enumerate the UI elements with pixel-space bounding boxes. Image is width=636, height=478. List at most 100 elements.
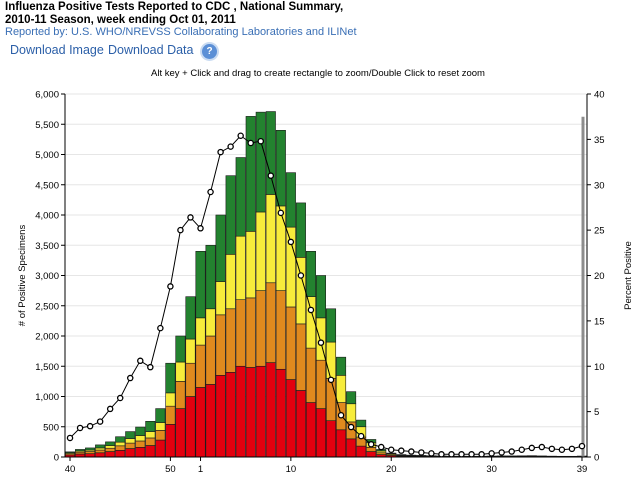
bar-segment	[85, 447, 96, 451]
y2-tick-label: 30	[594, 180, 605, 191]
x-tick-label: 10	[286, 464, 297, 475]
bar-segment	[356, 419, 367, 428]
y2-tick-label: 35	[594, 135, 605, 146]
bar-segment	[315, 408, 326, 458]
bar-segment	[275, 130, 286, 207]
percent-positive-point	[538, 443, 546, 451]
bar-segment	[75, 449, 86, 452]
bar-segment	[255, 290, 266, 367]
bar-segment	[235, 299, 246, 367]
bar-segment	[155, 430, 166, 441]
bar-segment	[215, 314, 226, 376]
bar-segment	[185, 362, 196, 397]
bar-segment	[245, 231, 256, 299]
percent-positive-point	[197, 225, 204, 232]
bar-segment	[95, 444, 106, 449]
download-data-link[interactable]: Download Data	[108, 43, 194, 57]
percent-positive-point	[408, 448, 415, 455]
bar-segment	[205, 335, 216, 385]
bar-segment	[346, 438, 357, 458]
bar-segment	[165, 424, 176, 458]
bar-segment	[305, 402, 316, 458]
bar-segment	[346, 403, 357, 423]
bar-segment	[336, 375, 347, 403]
bar-segment	[155, 439, 166, 458]
bar-segment	[315, 275, 326, 319]
bar-segment	[305, 251, 316, 297]
percent-positive-point	[257, 137, 264, 145]
bar-segment	[295, 202, 306, 258]
percent-positive-point	[468, 451, 475, 458]
y2-tick-label: 20	[594, 271, 605, 282]
x-tick-label: 39	[577, 464, 588, 475]
download-image-link[interactable]: Download Image	[10, 43, 104, 57]
bar-segment	[346, 391, 357, 405]
bar-segment	[185, 396, 196, 458]
percent-positive-point	[548, 445, 556, 453]
percent-positive-point	[418, 449, 425, 456]
bar-segment	[65, 451, 76, 454]
bar-segment	[325, 420, 337, 458]
percent-positive-point	[177, 226, 184, 234]
bar-segment	[205, 244, 216, 310]
bar-segment	[275, 290, 286, 370]
bar-segment	[115, 445, 126, 451]
percent-positive-point	[247, 139, 254, 147]
y-tick-label: 2,500	[35, 301, 59, 312]
percent-positive-point	[508, 448, 515, 455]
percent-positive-point	[147, 363, 154, 371]
bar-segment	[105, 441, 116, 446]
y-tick-label: 6,000	[35, 90, 59, 101]
percent-positive-point	[528, 444, 536, 452]
bar-segment	[205, 308, 216, 337]
x-tick-label: 40	[65, 464, 76, 475]
bar-segment	[175, 408, 186, 458]
bar-segment	[295, 323, 306, 391]
bar-segment	[95, 452, 106, 458]
bar-segment	[175, 381, 186, 409]
y-tick-label: 3,500	[35, 241, 59, 252]
bar-segment	[95, 447, 106, 451]
percent-positive-point	[428, 450, 435, 457]
percent-positive-point	[207, 188, 214, 196]
help-icon[interactable]: ?	[202, 44, 217, 59]
bar-segment	[386, 452, 397, 454]
bar-segment	[285, 306, 296, 380]
bar-segment	[255, 211, 266, 291]
percent-positive-point	[307, 306, 315, 314]
bar-segment	[145, 421, 156, 432]
bar-segment	[255, 111, 266, 213]
bar-segment	[185, 338, 196, 364]
bar-segment	[195, 344, 206, 388]
bar-segment	[105, 445, 116, 449]
y2-tick-label: 25	[594, 226, 605, 237]
percent-positive-point	[287, 238, 295, 246]
percent-positive-point	[347, 423, 355, 431]
bar-segment	[145, 437, 156, 446]
bar-segment	[165, 392, 176, 407]
bar-segment	[235, 365, 246, 458]
bar-segment	[115, 436, 126, 443]
bar-segment	[235, 235, 246, 301]
y-tick-label: 5,000	[35, 150, 59, 161]
bar-segment	[325, 308, 337, 343]
bar-segment	[225, 308, 236, 373]
y-tick-label: 4,500	[35, 180, 59, 191]
bar-segment	[275, 368, 286, 458]
percent-positive-point	[297, 272, 305, 279]
bar-segment	[305, 347, 316, 403]
percent-positive-point	[217, 148, 224, 156]
bar-segment	[235, 157, 246, 237]
bar-segment	[155, 422, 166, 431]
x-tick-label: 50	[165, 464, 176, 475]
bar-segment	[295, 390, 306, 458]
bar-segment	[225, 254, 236, 310]
bar-segment	[185, 296, 196, 340]
bar-segment	[265, 362, 276, 458]
bar-segment	[125, 442, 136, 449]
bar-segment	[255, 365, 266, 458]
x-tick-label: 20	[386, 464, 397, 475]
bar-segment	[366, 447, 377, 452]
bar-segment	[145, 445, 156, 458]
